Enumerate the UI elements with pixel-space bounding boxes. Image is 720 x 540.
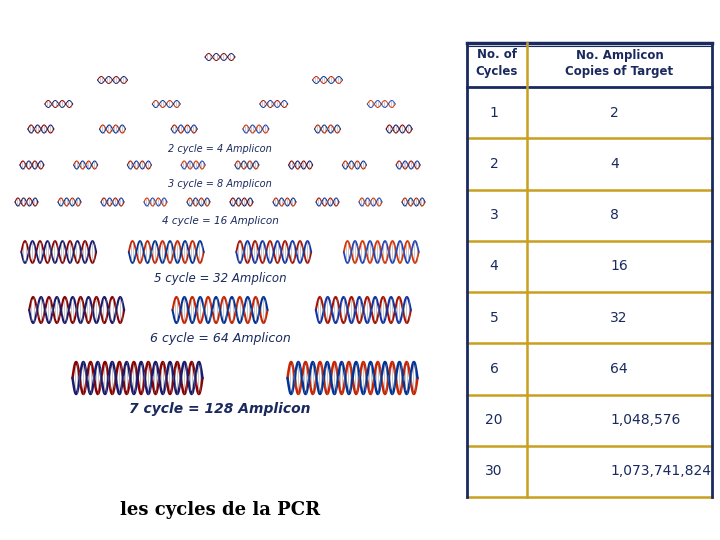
Text: 64: 64 — [611, 362, 628, 376]
Text: 2: 2 — [611, 106, 619, 120]
Text: No. of
Cycles: No. of Cycles — [476, 49, 518, 78]
Text: 32: 32 — [611, 310, 628, 325]
Text: 5: 5 — [490, 310, 498, 325]
Text: 4: 4 — [490, 259, 498, 273]
Text: 30: 30 — [485, 464, 503, 478]
Text: 2 cycle = 4 Amplicon: 2 cycle = 4 Amplicon — [168, 144, 272, 154]
Text: 7 cycle = 128 Amplicon: 7 cycle = 128 Amplicon — [130, 402, 311, 416]
Text: 16: 16 — [611, 259, 628, 273]
Text: 1,073,741,824: 1,073,741,824 — [611, 464, 711, 478]
Text: 1,048,576: 1,048,576 — [611, 413, 680, 427]
Text: les cycles de la PCR: les cycles de la PCR — [120, 501, 320, 519]
Text: 2: 2 — [490, 157, 498, 171]
Text: 1: 1 — [490, 106, 498, 120]
Text: 4 cycle = 16 Amplicon: 4 cycle = 16 Amplicon — [161, 216, 279, 226]
Text: 3 cycle = 8 Amplicon: 3 cycle = 8 Amplicon — [168, 179, 272, 189]
Text: 6: 6 — [490, 362, 498, 376]
Text: No. Amplicon
Copies of Target: No. Amplicon Copies of Target — [565, 49, 674, 78]
Text: 4: 4 — [611, 157, 619, 171]
Text: 5 cycle = 32 Amplicon: 5 cycle = 32 Amplicon — [153, 272, 287, 285]
Text: 3: 3 — [490, 208, 498, 222]
Text: 6 cycle = 64 Amplicon: 6 cycle = 64 Amplicon — [150, 332, 290, 345]
Text: 20: 20 — [485, 413, 503, 427]
Text: 8: 8 — [611, 208, 619, 222]
